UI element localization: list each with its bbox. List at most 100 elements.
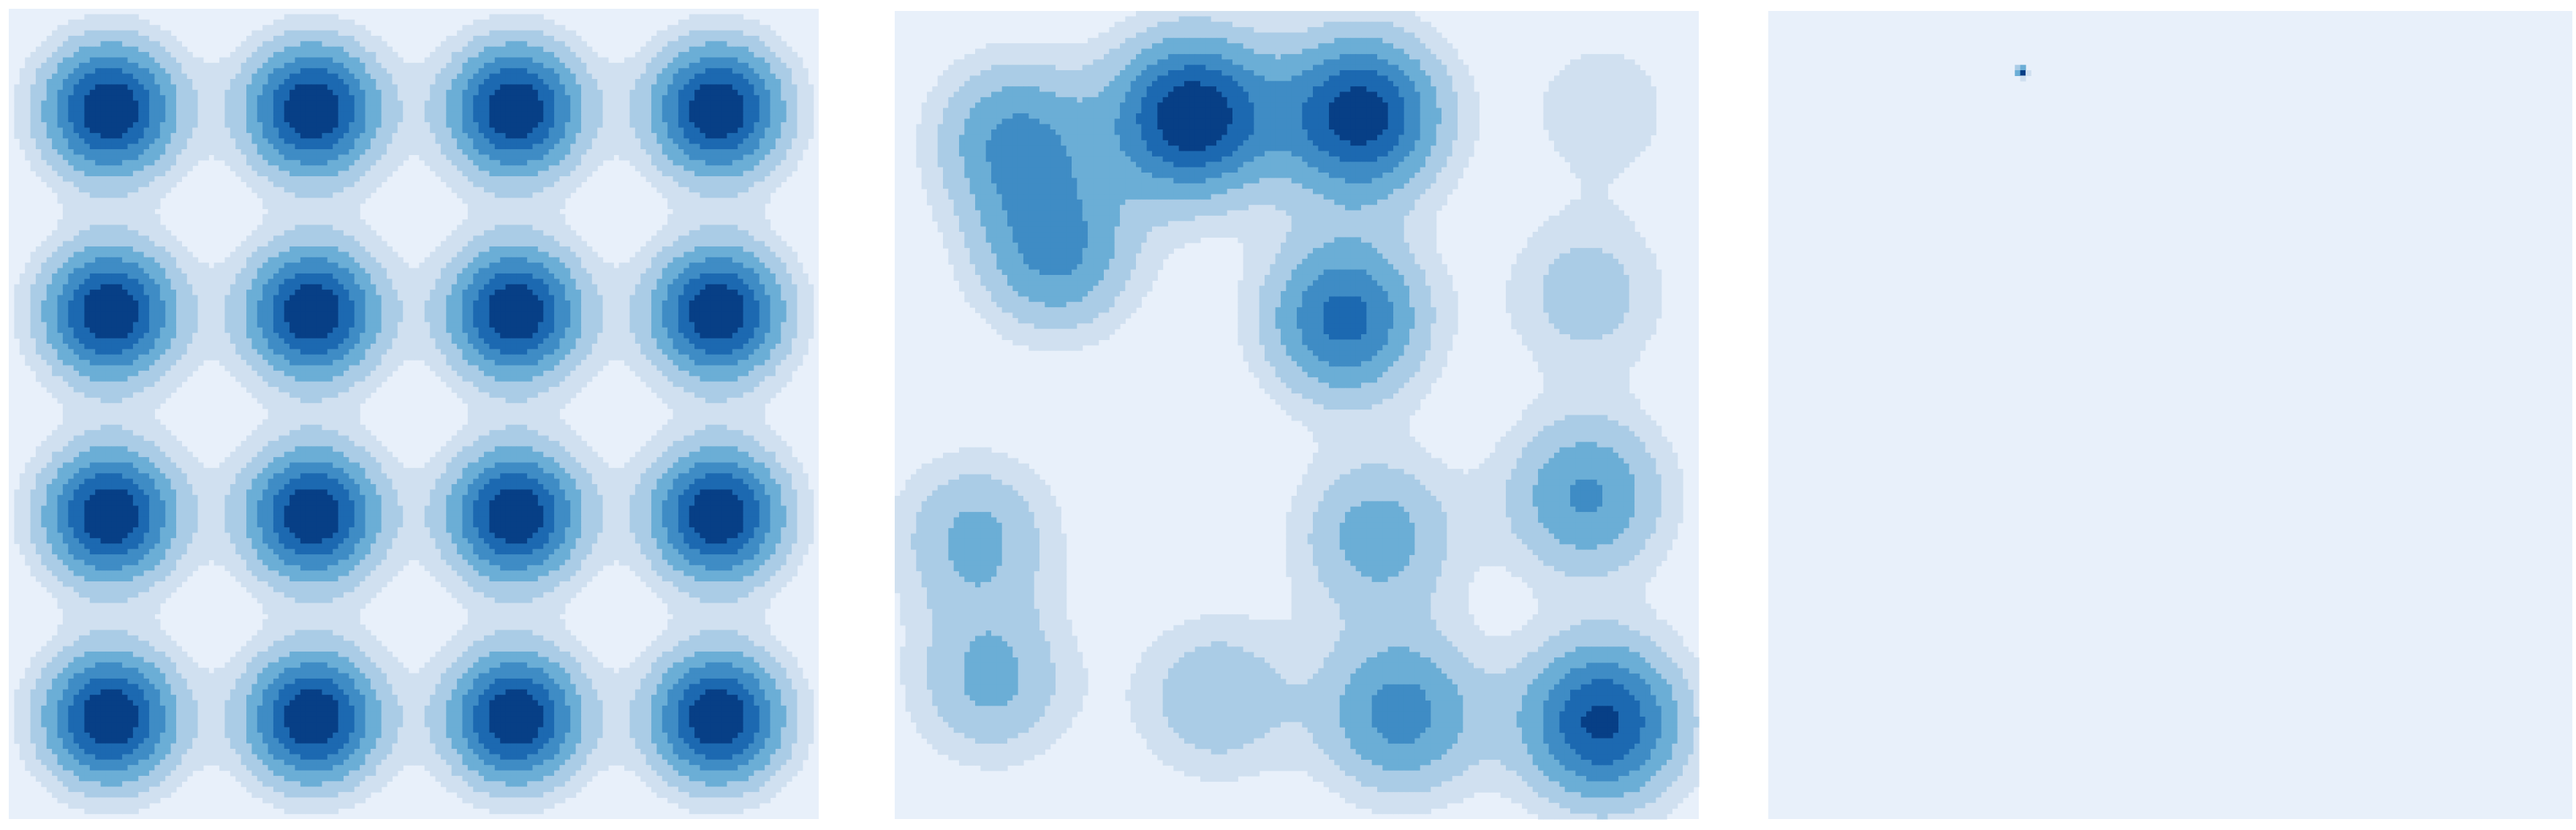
contour-cell — [489, 25, 496, 31]
contour-cell — [257, 235, 263, 242]
contour-cell — [678, 181, 684, 188]
contour-cell — [257, 100, 263, 107]
contour-cell — [802, 68, 808, 75]
contour-cell — [224, 105, 231, 112]
contour-cell — [127, 192, 134, 199]
contour-cell — [678, 52, 684, 59]
contour-cell — [95, 241, 102, 247]
contour-cell — [376, 41, 382, 48]
contour-cell — [500, 186, 507, 193]
contour-cell — [68, 214, 75, 220]
contour-cell — [354, 46, 360, 53]
contour-cell — [295, 230, 301, 236]
contour-cell — [570, 105, 577, 112]
contour-cell — [424, 84, 431, 91]
contour-cell — [473, 127, 480, 134]
contour-cell — [154, 138, 161, 145]
contour-cell — [360, 132, 366, 139]
contour-cell — [543, 154, 550, 161]
contour-cell — [338, 203, 344, 209]
contour-cell — [645, 170, 652, 177]
contour-cell — [532, 181, 539, 188]
contour-cell — [527, 95, 534, 102]
contour-cell — [484, 214, 490, 220]
contour-cell — [564, 186, 571, 193]
contour-cell — [770, 176, 776, 182]
contour-cell — [494, 14, 501, 20]
contour-cell — [414, 143, 420, 150]
contour-cell — [629, 149, 636, 156]
contour-cell — [143, 62, 150, 69]
contour-cell — [257, 111, 263, 118]
contour-cell — [738, 192, 744, 199]
contour-cell — [457, 235, 463, 242]
contour-cell — [792, 68, 798, 75]
contour-cell — [89, 192, 96, 199]
contour-cell — [192, 149, 199, 156]
contour-cell — [624, 89, 631, 96]
contour-cell — [62, 116, 69, 123]
contour-cell — [473, 79, 480, 86]
contour-cell — [559, 52, 566, 59]
contour-cell — [683, 35, 690, 42]
contour-cell — [640, 127, 647, 134]
contour-cell — [127, 100, 134, 107]
contour-cell — [143, 225, 150, 231]
contour-cell — [327, 19, 333, 26]
contour-cell — [462, 105, 469, 112]
contour-cell — [111, 25, 118, 31]
contour-cell — [786, 84, 792, 91]
contour-cell — [122, 235, 129, 242]
contour-cell — [138, 181, 145, 188]
contour-cell — [79, 100, 86, 107]
contour-cell — [484, 170, 490, 177]
contour-cell — [273, 25, 279, 31]
contour-cell — [651, 159, 657, 166]
contour-cell — [327, 122, 333, 129]
contour-cell — [149, 214, 156, 220]
contour-cell — [306, 73, 312, 80]
contour-cell — [116, 159, 123, 166]
contour-cell — [127, 41, 134, 48]
contour-cell — [268, 122, 274, 129]
contour-cell — [84, 154, 91, 161]
contour-cell — [575, 46, 582, 53]
contour-cell — [105, 14, 112, 20]
contour-cell — [268, 138, 274, 145]
contour-cell — [673, 116, 679, 123]
contour-cell — [111, 116, 118, 123]
contour-cell — [273, 132, 279, 139]
contour-cell — [580, 95, 587, 102]
contour-cell — [607, 89, 614, 96]
contour-cell — [634, 154, 641, 161]
contour-cell — [230, 100, 236, 107]
contour-cell — [159, 105, 166, 112]
contour-cell — [489, 19, 496, 26]
contour-cell — [597, 95, 604, 102]
contour-cell — [327, 154, 333, 161]
contour-cell — [376, 57, 382, 64]
contour-cell — [667, 192, 674, 199]
contour-cell — [73, 111, 80, 118]
contour-cell — [46, 165, 53, 172]
contour-cell — [202, 127, 209, 134]
contour-cell — [462, 165, 469, 172]
contour-cell — [219, 154, 226, 161]
contour-cell — [105, 192, 112, 199]
contour-cell — [743, 132, 749, 139]
contour-cell — [175, 176, 182, 182]
contour-cell — [25, 95, 31, 102]
contour-cell — [505, 203, 512, 209]
contour-cell — [516, 176, 523, 182]
contour-cell — [559, 127, 566, 134]
contour-cell — [279, 159, 285, 166]
contour-cell — [84, 138, 91, 145]
contour-cell — [597, 73, 604, 80]
contour-cell — [505, 127, 512, 134]
contour-cell — [79, 241, 86, 247]
contour-cell — [662, 143, 668, 150]
contour-cell — [111, 176, 118, 182]
contour-cell — [500, 154, 507, 161]
contour-cell — [727, 30, 733, 37]
contour-cell — [360, 181, 366, 188]
